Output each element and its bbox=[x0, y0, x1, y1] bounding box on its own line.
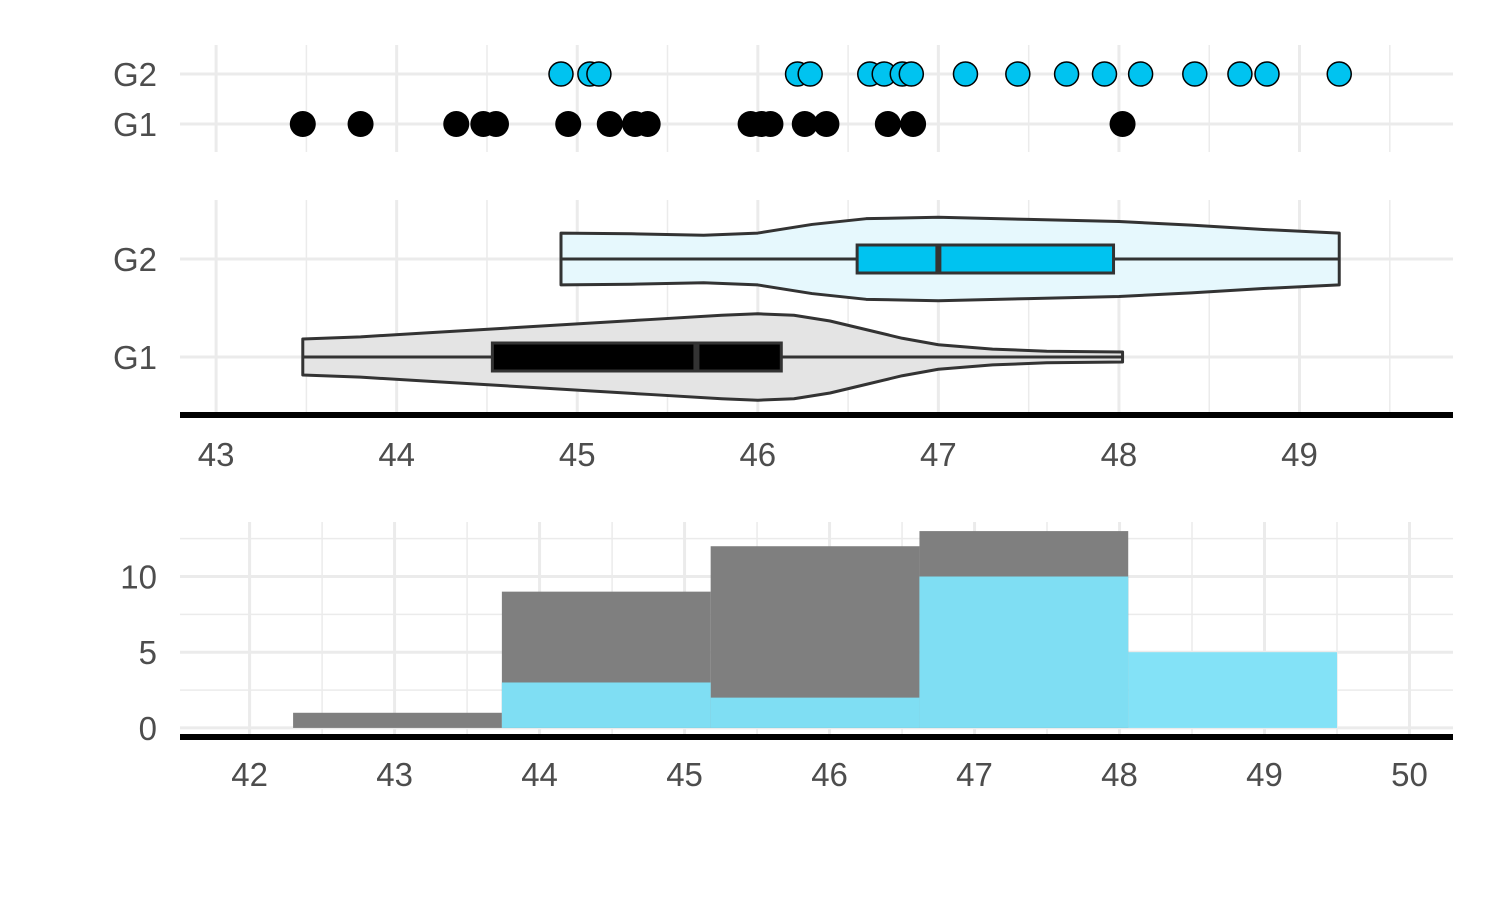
data-point-g1 bbox=[289, 111, 316, 137]
x-tick-label: 47 bbox=[920, 436, 957, 473]
hist-bar-g2 bbox=[1128, 652, 1338, 728]
x-tick-label: 50 bbox=[1391, 756, 1428, 793]
data-point-g2 bbox=[898, 61, 925, 87]
data-point-g1 bbox=[555, 111, 582, 137]
y-tick-label: 0 bbox=[139, 710, 157, 747]
x-tick-label: 46 bbox=[739, 436, 776, 473]
x-tick-label: 42 bbox=[231, 756, 268, 793]
y-tick-label: 5 bbox=[139, 634, 157, 671]
box-g2 bbox=[855, 243, 1116, 275]
data-point-g1 bbox=[482, 111, 509, 137]
data-point-g1 bbox=[443, 111, 470, 137]
data-point-g2 bbox=[1053, 61, 1080, 87]
histogram-panel: 42 43 44 45 46 47 48 49 50 0 5 10 bbox=[120, 522, 1453, 793]
x-tick-label: 44 bbox=[378, 436, 415, 473]
y-tick-label: G2 bbox=[113, 241, 157, 278]
y-tick-label: 10 bbox=[120, 559, 157, 596]
data-point-g1 bbox=[813, 111, 840, 137]
data-point-g2 bbox=[1182, 61, 1208, 87]
hist-bar-g1 bbox=[293, 712, 502, 728]
data-point-g1 bbox=[347, 111, 374, 137]
data-point-g1 bbox=[596, 111, 623, 137]
data-point-g1 bbox=[791, 111, 818, 137]
data-point-g2 bbox=[952, 61, 979, 87]
data-point-g2 bbox=[586, 61, 612, 87]
data-point-g1 bbox=[1109, 111, 1136, 137]
hist-bar-g2 bbox=[710, 697, 920, 728]
x-tick-label: 47 bbox=[956, 756, 993, 793]
x-tick-label: 49 bbox=[1281, 436, 1318, 473]
data-point-g1 bbox=[874, 111, 901, 137]
hist-bar-g2 bbox=[501, 682, 711, 728]
x-tick-label: 43 bbox=[376, 756, 413, 793]
x-tick-label: 43 bbox=[198, 436, 235, 473]
violin-box-panel: G1 G2 43 44 45 46 47 48 49 bbox=[113, 200, 1453, 473]
data-point-g2 bbox=[1326, 61, 1352, 87]
y-tick-label: G1 bbox=[113, 106, 157, 143]
box-g1 bbox=[490, 341, 783, 373]
x-tick-label: 45 bbox=[666, 756, 703, 793]
data-point-g1 bbox=[757, 111, 784, 137]
x-tick-label: 45 bbox=[559, 436, 596, 473]
data-point-g1 bbox=[634, 111, 661, 137]
hist-bar-g2 bbox=[919, 576, 1129, 728]
data-point-g1 bbox=[900, 111, 927, 137]
data-point-g2 bbox=[1254, 61, 1280, 87]
y-tick-label: G2 bbox=[113, 56, 157, 93]
x-tick-label: 48 bbox=[1101, 436, 1138, 473]
y-tick-label: G1 bbox=[113, 339, 157, 376]
data-point-g2 bbox=[1005, 61, 1031, 87]
data-point-g2 bbox=[1227, 61, 1253, 87]
x-tick-label: 48 bbox=[1101, 756, 1138, 793]
x-tick-label: 49 bbox=[1246, 756, 1283, 793]
data-point-g2 bbox=[1091, 61, 1118, 87]
x-tick-label: 46 bbox=[811, 756, 848, 793]
x-tick-label: 44 bbox=[521, 756, 558, 793]
data-point-g2 bbox=[797, 61, 823, 87]
data-point-g2 bbox=[1127, 61, 1154, 87]
data-point-g2 bbox=[548, 61, 574, 87]
